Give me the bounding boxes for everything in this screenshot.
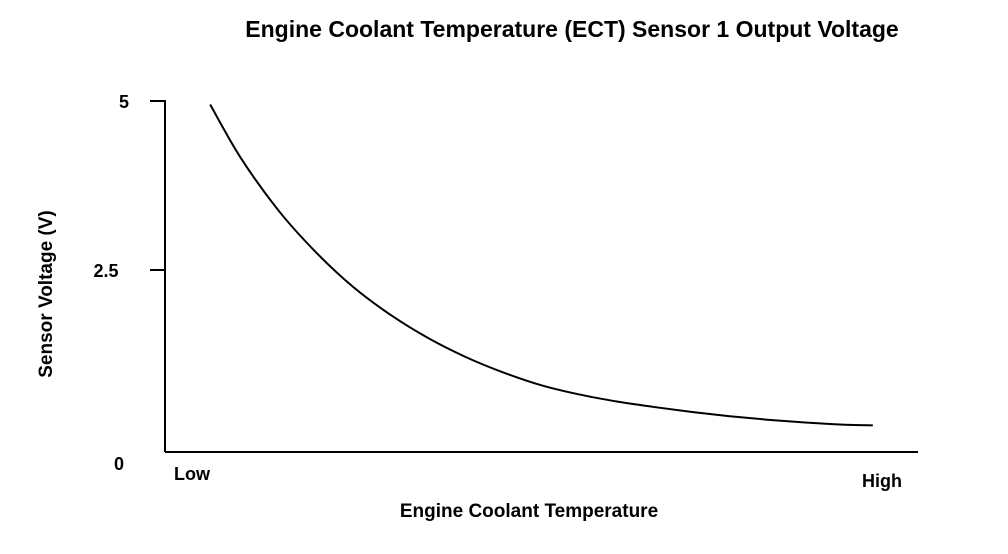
axes: [150, 100, 918, 453]
y-tick-label-5: 5: [119, 92, 129, 112]
series-line-0: [209, 104, 873, 427]
x-axis-label: Engine Coolant Temperature: [400, 501, 658, 522]
x-tick-label-high: High: [862, 471, 902, 491]
series-layer: [209, 104, 873, 427]
x-tick-label-low: Low: [174, 464, 211, 484]
y-tick-label-2-5: 2.5: [93, 261, 118, 281]
chart-title: Engine Coolant Temperature (ECT) Sensor …: [245, 16, 898, 42]
y-tick-label-0: 0: [114, 454, 124, 474]
y-axis-label: Sensor Voltage (V): [36, 210, 57, 378]
